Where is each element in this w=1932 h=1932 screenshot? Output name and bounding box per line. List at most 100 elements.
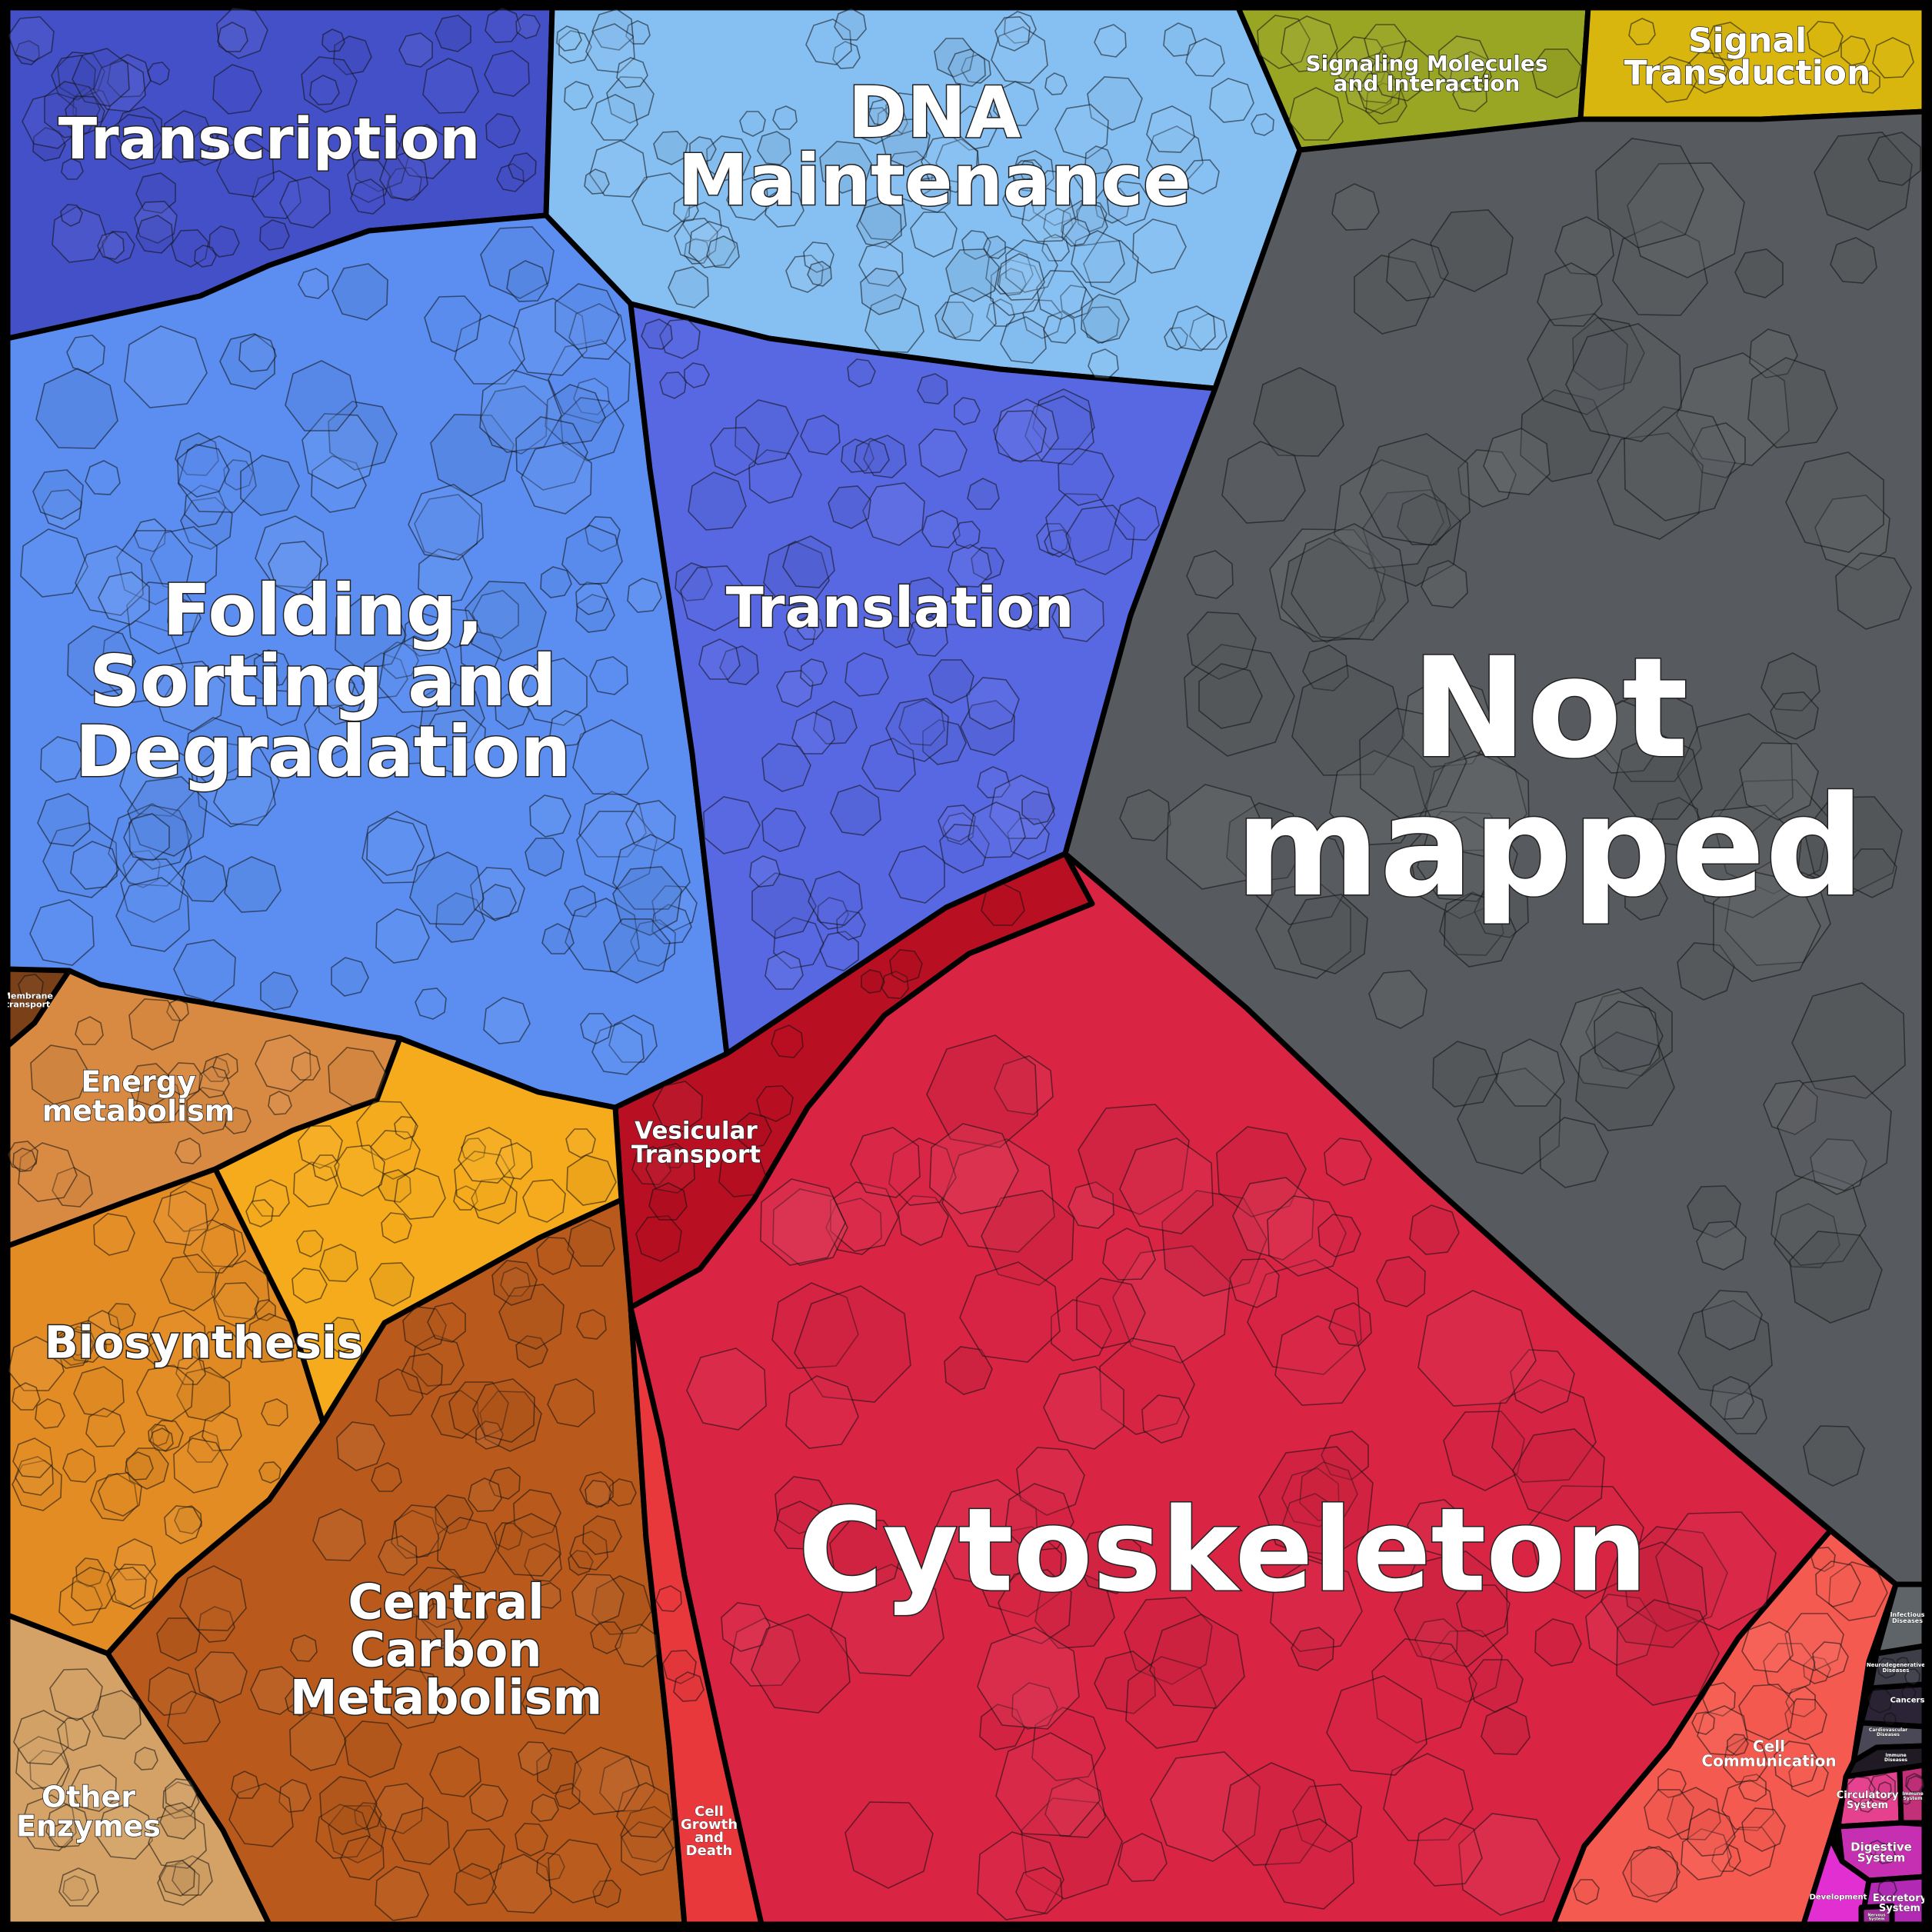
subcell-dna-maintenance [1018, 159, 1042, 182]
subcell-amino-acid [495, 1142, 533, 1180]
label-membrane-transport: Membrane transport [2, 991, 53, 1009]
subcell-not-mapped [1565, 323, 1682, 442]
subcell-signaling-molecules [1357, 71, 1401, 115]
subcell-translation [641, 318, 673, 350]
subcell-dna-maintenance [834, 8, 867, 41]
subcell-biosynthesis [164, 1505, 202, 1544]
subcell-translation [830, 784, 881, 836]
subcell-not-mapped [1804, 796, 1903, 893]
subcell-cytoskeleton [1443, 1411, 1525, 1491]
subcell-energy-metabolism [166, 998, 189, 1021]
subcell-not-mapped [1166, 784, 1270, 890]
subcell-transcription [422, 58, 479, 114]
subcell-central-carbon [179, 1565, 247, 1631]
subcell-not-mapped [1184, 644, 1295, 757]
subcell-not-mapped [1527, 313, 1628, 415]
subcell-folding-sorting [495, 694, 530, 730]
subcell-cytoskeleton [1011, 1682, 1058, 1730]
subcell-cytoskeleton [1043, 1366, 1124, 1450]
subcell-folding-sorting [116, 530, 193, 605]
subcell-signal-transduction [1872, 37, 1914, 78]
subcell-energy-metabolism [30, 1044, 90, 1105]
subcell-not-mapped [1291, 523, 1409, 641]
subcell-transcription [398, 32, 433, 68]
subcell-central-carbon [395, 1504, 448, 1558]
subcell-cytoskeleton [1458, 1813, 1561, 1916]
subcell-transcription [216, 7, 268, 59]
subcell-not-mapped [1696, 1221, 1747, 1271]
subcell-cytoskeleton [998, 1569, 1072, 1644]
subcell-not-mapped [1835, 552, 1912, 630]
subcell-neuro [1897, 1657, 1910, 1670]
subcell-cytoskeleton [979, 1704, 1025, 1750]
subcell-central-carbon [585, 1480, 612, 1508]
subcell-folding-sorting [408, 484, 484, 561]
subcell-dna-maintenance [1106, 181, 1151, 226]
subcell-dna-maintenance [1171, 305, 1216, 351]
label-not-mapped: Not mapped [1235, 628, 1864, 928]
subcell-folding-sorting [185, 717, 251, 784]
subcell-not-mapped [1495, 1038, 1565, 1107]
subcell-cytoskeleton [995, 1732, 1101, 1837]
subcell-cytoskeleton [1102, 1227, 1156, 1281]
subcell-biosynthesis [8, 1336, 65, 1391]
subcell-cytoskeleton [926, 1034, 1038, 1148]
subcell-dna-maintenance [945, 248, 1000, 302]
subcell-neuro [1904, 1668, 1920, 1685]
subcell-signaling-molecules [1288, 87, 1344, 141]
subcell-other-enzymes [49, 1668, 103, 1721]
subcell-central-carbon [435, 1494, 474, 1534]
subcell-not-mapped [1408, 811, 1518, 919]
subcell-folding-sorting [67, 625, 136, 696]
subcell-dna-maintenance [589, 140, 648, 198]
subcell-central-carbon [469, 1784, 508, 1822]
subcell-folding-sorting [479, 369, 562, 453]
subcell-central-carbon [615, 1624, 658, 1667]
subcell-cytoskeleton [844, 1801, 934, 1889]
subcell-folding-sorting [238, 334, 277, 372]
subcell-not-mapped [1612, 221, 1708, 316]
subcell-biosynthesis [114, 1538, 156, 1581]
label-infectious: Infectious Diseases [1890, 1611, 1925, 1624]
subcell-central-carbon [590, 1621, 624, 1654]
subcell-cytoskeleton [1112, 1245, 1231, 1364]
subcell-not-mapped [1763, 1080, 1818, 1135]
subcell-translation [862, 482, 925, 546]
label-immune-disease: Immune Diseases [1884, 1753, 1907, 1763]
subcell-folding-sorting [318, 678, 363, 725]
subcell-cytoskeleton [931, 1479, 1039, 1588]
subcell-dna-maintenance [591, 8, 634, 51]
subcell-folding-sorting [127, 776, 208, 857]
subcell-central-carbon [289, 1712, 347, 1771]
subcell-folding-sorting [75, 545, 144, 616]
label-biosynthesis: Biosynthesis [45, 1316, 364, 1368]
subcell-dna-maintenance [785, 255, 824, 293]
label-vesicular-transport: Vesicular Transport [631, 1117, 761, 1168]
subcell-amino-acid [245, 1199, 274, 1227]
subcell-signaling-molecules [1370, 40, 1430, 102]
subcell-biosynthesis [258, 1461, 281, 1484]
subcell-folding-sorting [506, 260, 548, 302]
label-cell-communication: Cell Communication [1701, 1737, 1836, 1770]
subcell-amino-acid [522, 1179, 566, 1223]
subcell-folding-sorting [561, 525, 623, 585]
subcell-folding-sorting [585, 516, 621, 552]
subcell-not-mapped [1430, 209, 1514, 292]
subcell-amino-acid [454, 1151, 515, 1211]
subcell-not-mapped [1597, 432, 1704, 540]
subcell-central-carbon [498, 1284, 565, 1350]
subcell-central-carbon [167, 1690, 221, 1744]
subcell-central-carbon [500, 1267, 531, 1297]
subcell-dna-maintenance [1087, 76, 1143, 131]
subcell-dna-maintenance [807, 261, 832, 287]
subcell-translation [952, 521, 981, 549]
subcell-excretory [1877, 1879, 1897, 1898]
subcell-energy-metabolism [202, 1056, 230, 1082]
subcell-folding-sorting [150, 526, 218, 595]
subcell-transcription [72, 48, 130, 107]
subcell-folding-sorting [480, 385, 548, 455]
subcell-not-mapped [1739, 742, 1819, 821]
subcell-dna-maintenance [1209, 78, 1254, 123]
subcell-other-enzymes [48, 1823, 73, 1848]
subcell-transcription [484, 50, 530, 97]
